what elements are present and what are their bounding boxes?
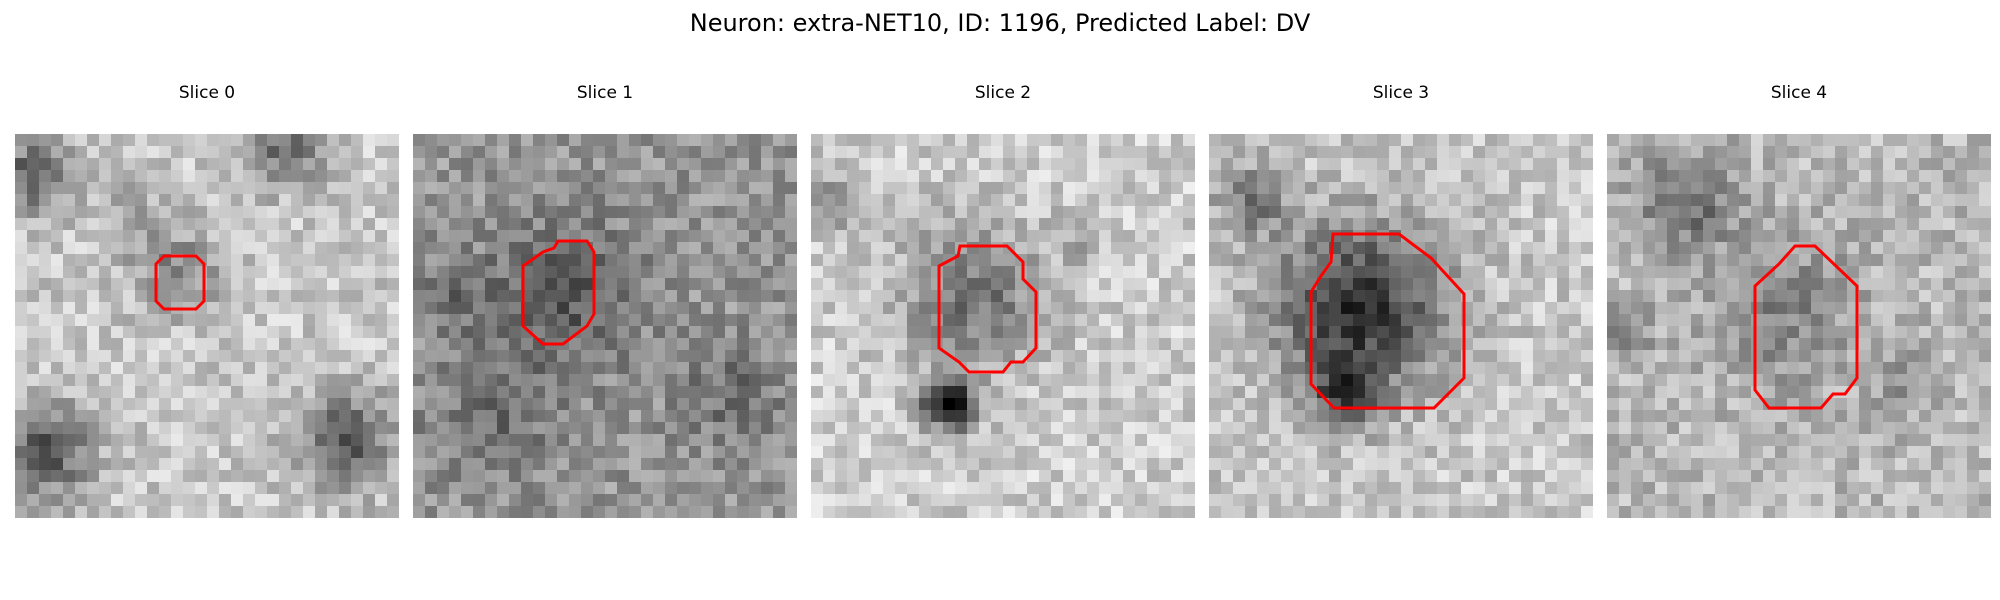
slice-title-0: Slice 0 <box>178 83 236 103</box>
slice-title-1: Slice 1 <box>576 83 634 103</box>
roi-outline-4 <box>1753 244 1859 410</box>
roi-outline-2 <box>937 244 1038 374</box>
slice-title-3: Slice 3 <box>1372 83 1430 103</box>
roi-outline-3 <box>1309 232 1466 410</box>
slice-image-1 <box>413 134 797 518</box>
slice-title-4: Slice 4 <box>1770 83 1828 103</box>
slice-image-0 <box>15 134 399 518</box>
roi-outline-1 <box>521 239 596 346</box>
slice-image-4 <box>1607 134 1991 518</box>
slice-title-2: Slice 2 <box>974 83 1032 103</box>
slice-image-2 <box>811 134 1195 518</box>
slice-image-3 <box>1209 134 1593 518</box>
roi-outline-0 <box>154 254 206 311</box>
figure-title: Neuron: extra-NET10, ID: 1196, Predicted… <box>689 9 1311 37</box>
